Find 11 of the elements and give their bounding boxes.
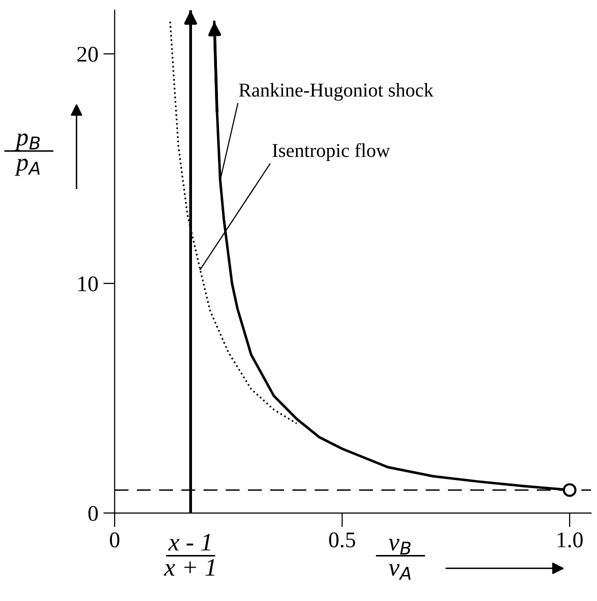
y-axis-title: p$_{B}$ p$_{A}$ — [14, 134, 40, 176]
y-tick-label: 0 — [88, 506, 98, 521]
ref-line-label: x - 1 x + 1 — [164, 534, 214, 576]
y-tick-label: 20 — [77, 46, 98, 62]
annotation: Isentropic flow — [272, 143, 390, 162]
annotation: Rankine-Hugoniot shock — [239, 83, 434, 101]
x-tick-label: 0 — [110, 532, 120, 548]
y-tick-label: 10 — [78, 276, 98, 292]
x-axis-title: v$_{B}$ v$_{A}$ — [388, 538, 411, 580]
x-tick-label: 1.0 — [558, 532, 583, 548]
x-tick-label: 0.5 — [329, 532, 356, 548]
